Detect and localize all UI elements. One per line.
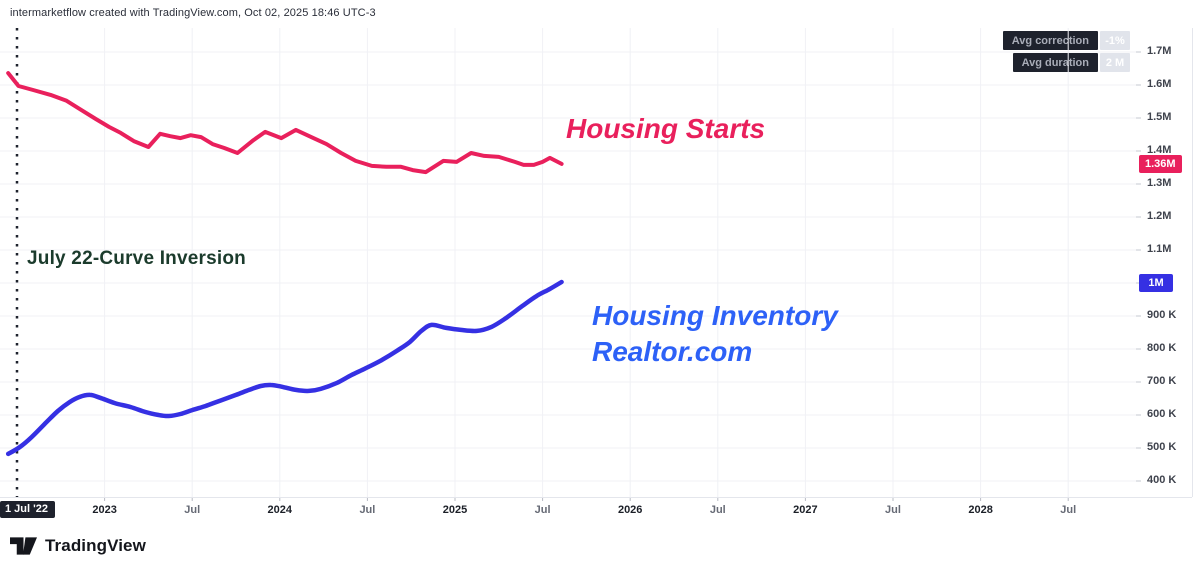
price-axis-label: 900 K xyxy=(1147,309,1177,321)
time-axis-label-jul: Jul xyxy=(709,504,726,516)
time-axis-label-jul: Jul xyxy=(534,504,551,516)
time-axis-label-jul: Jul xyxy=(1060,504,1077,516)
price-axis-label: 800 K xyxy=(1147,342,1177,354)
price-axis-label: 1.4M xyxy=(1147,144,1172,156)
tradingview-logo[interactable]: TradingView xyxy=(10,536,146,556)
time-axis-label-2027: 2027 xyxy=(793,504,818,516)
chart-attribution: intermarketflow created with TradingView… xyxy=(10,7,376,19)
avg-correction-label: Avg correction xyxy=(1002,31,1098,50)
time-axis-label-jul: Jul xyxy=(885,504,901,516)
price-axis-label: 1.7M xyxy=(1147,45,1172,57)
avg-duration-label: Avg duration xyxy=(1012,53,1098,72)
annotation-housing-inventory: Housing Inventory Realtor.com xyxy=(592,298,838,369)
stat-row-avg-duration: Avg duration 2 M xyxy=(1012,53,1130,72)
last-price-badge-housing-starts: 1.36M xyxy=(1139,154,1182,173)
price-axis-label: 700 K xyxy=(1147,375,1177,387)
annotation-housing-inventory-line1: Housing Inventory xyxy=(592,300,838,331)
time-axis-label-2023: 2023 xyxy=(92,504,117,516)
price-axis-label: 500 K xyxy=(1147,441,1177,453)
price-axis-label: 400 K xyxy=(1147,474,1177,486)
price-axis-label: 1.6M xyxy=(1147,78,1172,90)
tradingview-logo-icon xyxy=(10,537,37,555)
price-axis-label: 1.2M xyxy=(1147,210,1172,222)
price-axis-label: 600 K xyxy=(1147,408,1177,420)
price-axis[interactable]: 1.7M 1.6M 1.5M 1.4M 1.3M 1.2M 1.1M 900 K 800 K 70… xyxy=(1136,0,1200,573)
annotation-curve-inversion: July 22-Curve Inversion xyxy=(27,248,246,269)
stat-row-avg-correction: Avg correction -1% xyxy=(1002,31,1130,50)
price-axis-label: 1.1M xyxy=(1147,243,1172,255)
annotation-housing-inventory-line2: Realtor.com xyxy=(592,335,753,367)
time-axis-label-jul: Jul xyxy=(184,504,201,516)
time-axis-label-jul: Jul xyxy=(359,504,376,516)
price-axis-label: 1.3M xyxy=(1147,177,1172,189)
chart-canvas[interactable] xyxy=(0,0,1200,530)
time-axis-label-2025: 2025 xyxy=(442,504,468,516)
series-line-housing-inventory[interactable] xyxy=(5,279,564,457)
avg-correction-value: -1% xyxy=(1100,31,1130,50)
time-axis[interactable]: 1 Jul '22 2023 Jul 2024 Jul 2025 Jul 2026 Jul 20… xyxy=(0,497,1200,525)
last-price-badge-housing-inventory: 1M xyxy=(1139,274,1173,292)
avg-duration-value: 2 M xyxy=(1100,53,1130,72)
time-axis-label-2024: 2024 xyxy=(267,504,293,516)
series-line-housing-starts[interactable] xyxy=(6,71,564,175)
stats-panel: Avg correction -1% Avg duration 2 M xyxy=(1002,31,1130,72)
annotation-housing-starts: Housing Starts xyxy=(566,113,766,144)
tradingview-logo-text: TradingView xyxy=(45,536,146,555)
event-date-badge: 1 Jul '22 xyxy=(0,501,55,518)
time-axis-label-2026: 2026 xyxy=(617,504,643,516)
price-axis-label: 1.5M xyxy=(1147,111,1172,123)
time-axis-label-2028: 2028 xyxy=(968,504,993,516)
